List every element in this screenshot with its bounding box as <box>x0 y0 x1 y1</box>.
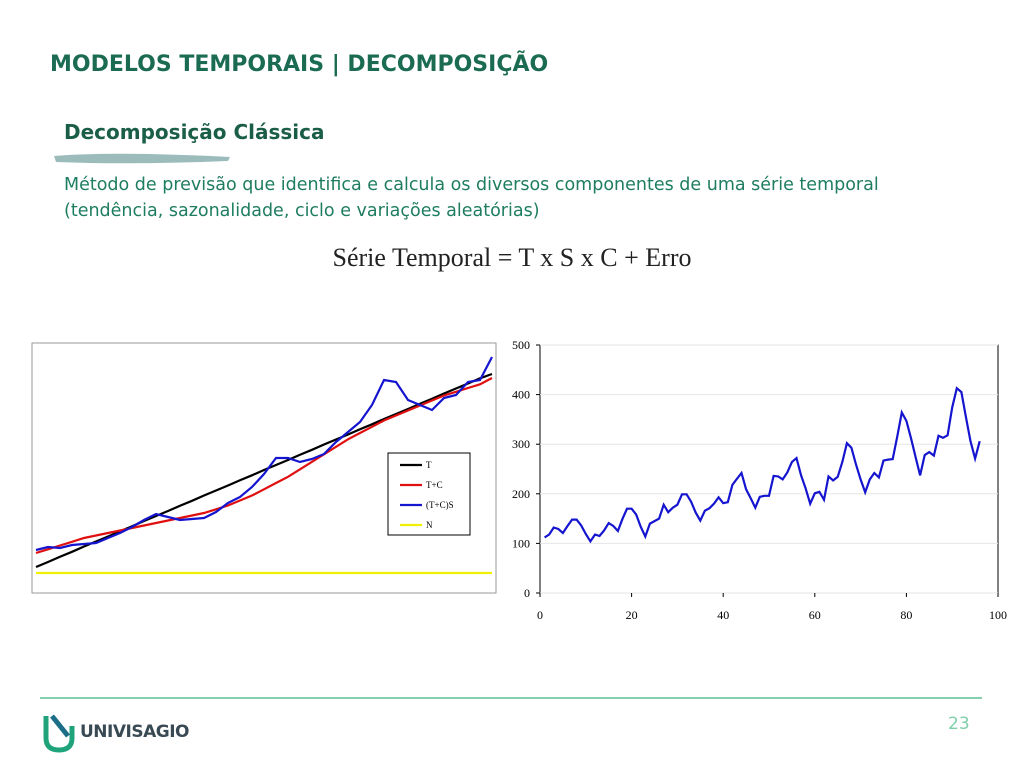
x-tick-label: 80 <box>900 608 912 622</box>
legend-label: T+C <box>426 480 443 490</box>
legend-box <box>387 452 471 536</box>
charts: T T+C (T+C)S N 0 100 200 300 400 500 0 20 40 60 80 100 <box>31 338 1007 622</box>
y-tick-label: 0 <box>524 586 530 600</box>
brush-stroke <box>54 153 230 164</box>
series-line <box>35 356 493 552</box>
series-line <box>35 372 493 569</box>
plot-frame <box>539 344 999 594</box>
x-tick-label: 60 <box>809 608 821 622</box>
section-title: Decomposição Clássica <box>64 120 325 144</box>
legend-label: N <box>426 520 433 530</box>
brand: UNIVISAGIO <box>80 722 189 742</box>
series-line <box>544 386 981 544</box>
x-tick-label: 40 <box>717 608 729 622</box>
page-number: 23 <box>948 714 970 734</box>
y-tick-label: 500 <box>512 338 530 352</box>
y-tick-label: 400 <box>512 388 530 402</box>
footer-rule <box>40 697 982 699</box>
logo-icon <box>43 714 75 753</box>
series-line <box>35 377 493 555</box>
x-tick-label: 100 <box>989 608 1007 622</box>
formula: Série Temporal = T x S x C + Erro <box>332 243 692 272</box>
legend-label: T <box>426 460 432 470</box>
legend-label: (T+C)S <box>426 500 454 510</box>
y-tick-label: 200 <box>512 487 530 501</box>
y-tick-label: 300 <box>512 437 530 451</box>
x-tick-label: 20 <box>626 608 638 622</box>
x-tick-label: 0 <box>537 608 543 622</box>
y-tick-label: 100 <box>512 536 530 550</box>
description: Método de previsão que identifica e calc… <box>64 175 879 221</box>
slide-title: MODELOS TEMPORAIS | DECOMPOSIÇÃO <box>50 52 549 77</box>
plot-frame <box>31 342 497 594</box>
